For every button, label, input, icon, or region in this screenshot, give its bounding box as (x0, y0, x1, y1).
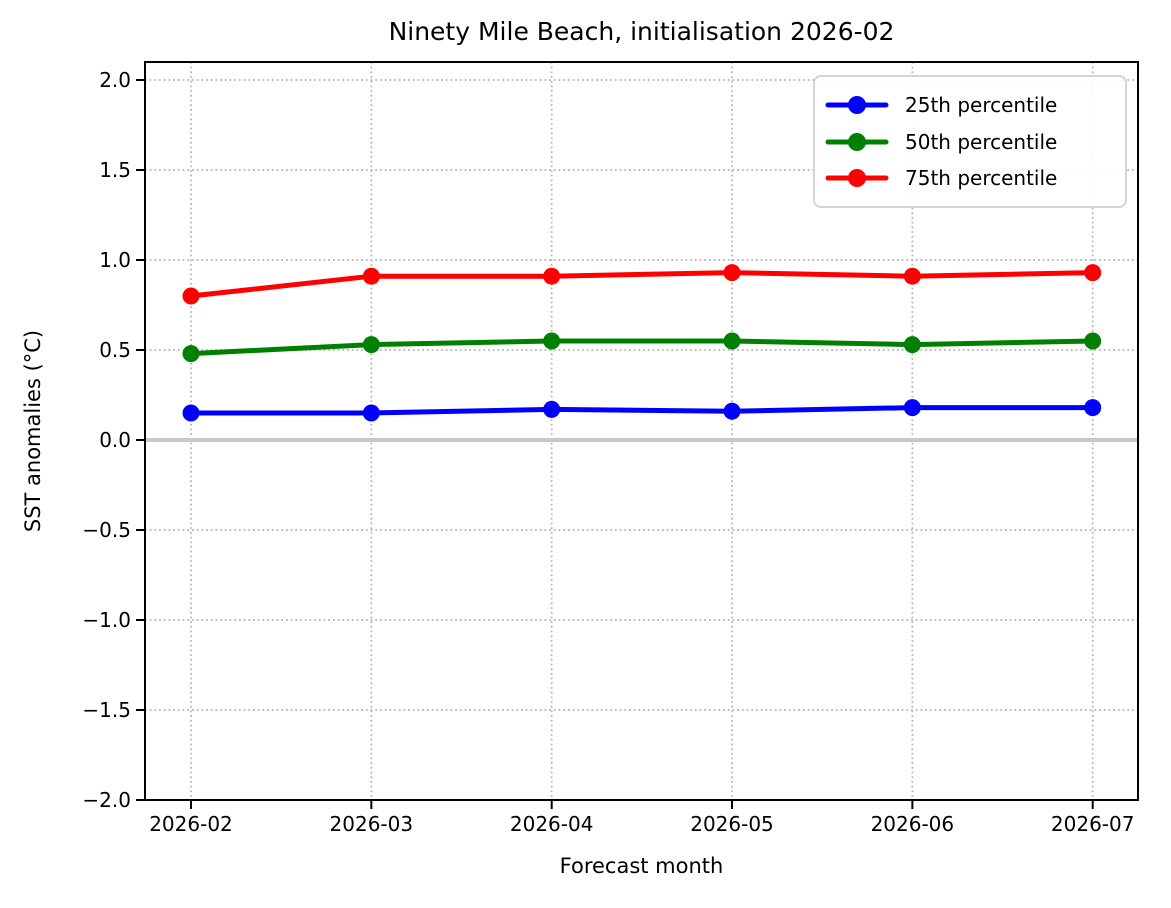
x-tick-label: 2026-06 (870, 812, 955, 836)
chart-title: Ninety Mile Beach, initialisation 2026-0… (388, 17, 895, 46)
legend-item: 75th percentile (825, 166, 1115, 190)
series-line (188, 270, 1096, 299)
x-tick-label: 2026-02 (149, 812, 233, 836)
data-point-marker (903, 336, 921, 354)
data-point-marker (1084, 264, 1102, 282)
legend-item: 50th percentile (825, 130, 1115, 154)
axes-spines (144, 61, 1139, 801)
legend-line-marker-icon (825, 132, 889, 151)
data-point-marker (723, 264, 741, 282)
data-point-marker (543, 400, 561, 418)
y-tick-label: 1.0 (99, 248, 131, 272)
legend: 25th percentile 50th percentile 75th per… (813, 75, 1127, 208)
y-tick-label: −1.5 (82, 698, 131, 722)
data-point-marker (543, 267, 561, 285)
x-tick-label: 2026-03 (329, 812, 414, 836)
legend-line-marker-icon (825, 168, 889, 187)
legend-label: 25th percentile (905, 93, 1058, 118)
data-point-marker (903, 267, 921, 285)
y-tick-label: 0.0 (99, 428, 131, 452)
data-point-marker (182, 345, 200, 363)
x-tick-label: 2026-07 (1050, 812, 1135, 836)
data-point-marker (362, 267, 380, 285)
series-line (188, 338, 1096, 357)
data-point-marker (182, 404, 200, 422)
legend-label: 50th percentile (905, 129, 1058, 154)
data-point-marker (182, 287, 200, 305)
data-point-marker (1084, 332, 1102, 350)
data-point-marker (723, 402, 741, 420)
y-tick-label: −0.5 (82, 518, 131, 542)
x-axis-label: Forecast month (559, 854, 724, 878)
y-tick-label: −2.0 (82, 788, 131, 812)
data-point-marker (362, 336, 380, 354)
y-tick-label: −1.0 (82, 608, 131, 632)
y-tick-label: 2.0 (99, 68, 131, 92)
series-line (188, 405, 1096, 416)
data-point-marker (543, 332, 561, 350)
legend-item: 25th percentile (825, 93, 1115, 117)
x-tick-label: 2026-04 (509, 812, 594, 836)
data-point-marker (1084, 399, 1102, 417)
data-point-marker (723, 332, 741, 350)
x-tick-label: 2026-05 (690, 812, 774, 836)
legend-label: 75th percentile (905, 165, 1058, 190)
y-tick-label: 0.5 (99, 338, 131, 362)
data-point-marker (362, 404, 380, 422)
y-tick-label: 1.5 (99, 158, 131, 182)
legend-line-marker-icon (825, 96, 889, 115)
data-point-marker (903, 399, 921, 417)
